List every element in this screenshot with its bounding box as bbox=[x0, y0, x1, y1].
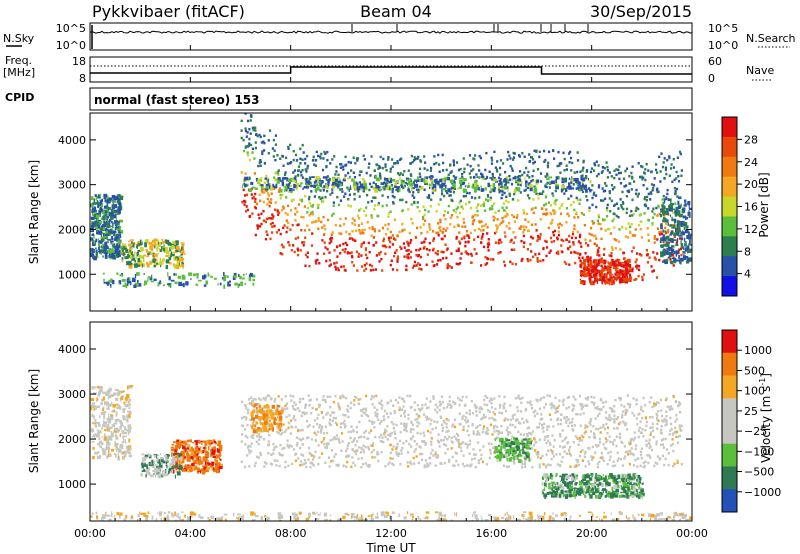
cpid-text: normal (fast stereo) 153 bbox=[94, 93, 260, 107]
station-title: Pykkvibaer (fitACF) bbox=[92, 2, 245, 21]
cpid-label: CPID bbox=[5, 91, 34, 104]
velocity-colorbar-tick: 100 bbox=[744, 385, 765, 398]
velocity-colorbar-label-end: ] bbox=[759, 373, 773, 378]
x-tick-label: 20:00 bbox=[576, 527, 608, 540]
power-colorbar: 28 24 20 16 12 8 4 bbox=[721, 116, 758, 297]
x-tick-label: 12:00 bbox=[375, 527, 407, 540]
velocity-colorbar-tick: 500 bbox=[744, 364, 765, 377]
freq-unit: [MHz] bbox=[3, 66, 35, 79]
power-colorbar-label: Power [dB] bbox=[757, 172, 771, 237]
velocity-axes: 1000 2000 3000 4000 bbox=[58, 343, 692, 491]
velocity-ytick: 1000 bbox=[58, 478, 86, 491]
power-colorbar-tick: 20 bbox=[744, 178, 758, 191]
power-colorbar-tick: 12 bbox=[744, 223, 758, 236]
freq-ytick-bottom: 8 bbox=[79, 72, 86, 85]
velocity-colorbar-label: Velocity [m s-1] bbox=[758, 373, 773, 463]
power-ytick: 4000 bbox=[58, 134, 86, 147]
velocity-colorbar-tick: −1000 bbox=[744, 486, 781, 499]
nsearch-label: N.Search bbox=[746, 32, 796, 45]
x-tick-label: 16:00 bbox=[475, 527, 507, 540]
power-heatmap bbox=[90, 113, 692, 289]
freq-ytick-top: 18 bbox=[72, 55, 86, 68]
velocity-colorbar-tick: 1000 bbox=[744, 344, 772, 357]
freq-label: Freq. bbox=[5, 54, 32, 67]
velocity-colorbar: 1000 500 100 25 −25 −100 −500 −1000 bbox=[721, 329, 781, 513]
nsky-label: N.Sky bbox=[3, 32, 35, 45]
power-axes: 1000 2000 3000 4000 bbox=[58, 134, 692, 281]
nave-ytick-top: 60 bbox=[708, 55, 722, 68]
nsearch-ytick-top: 10^5 bbox=[708, 22, 738, 35]
power-ytick: 2000 bbox=[58, 223, 86, 236]
velocity-ylabel: Slant Range [km] bbox=[27, 369, 41, 473]
x-tick-label: 00:00 bbox=[74, 527, 106, 540]
velocity-colorbar-label-main: Velocity [m s bbox=[759, 386, 773, 463]
nave-ytick-bottom: 0 bbox=[708, 72, 715, 85]
nave-label: Nave bbox=[746, 64, 774, 77]
velocity-ytick: 3000 bbox=[58, 388, 86, 401]
power-colorbar-tick: 24 bbox=[744, 156, 758, 169]
velocity-colorbar-tick: −100 bbox=[744, 445, 774, 458]
power-ytick: 3000 bbox=[58, 179, 86, 192]
beam-title: Beam 04 bbox=[360, 2, 432, 21]
x-tick-label: 08:00 bbox=[275, 527, 307, 540]
velocity-ytick: 2000 bbox=[58, 433, 86, 446]
velocity-colorbar-tick: 25 bbox=[744, 405, 758, 418]
velocity-colorbar-label-sup: -1 bbox=[758, 378, 767, 386]
date-title: 30/Sep/2015 bbox=[590, 2, 692, 21]
velocity-colorbar-tick: −500 bbox=[744, 466, 774, 479]
nsky-ytick-top: 10^5 bbox=[56, 22, 86, 35]
x-tick-label: 04:00 bbox=[174, 527, 206, 540]
velocity-colorbar-tick: −25 bbox=[744, 425, 767, 438]
velocity-heatmap bbox=[90, 385, 692, 521]
nsky-ytick-bottom: 10^0 bbox=[56, 39, 86, 52]
power-colorbar-tick: 4 bbox=[744, 268, 751, 281]
time-axis: 00:00 04:00 08:00 12:00 16:00 20:00 00:00 bbox=[74, 45, 708, 540]
power-ylabel: Slant Range [km] bbox=[27, 160, 41, 264]
velocity-ytick: 4000 bbox=[58, 343, 86, 356]
x-axis-label: Time UT bbox=[365, 541, 416, 554]
power-ytick: 1000 bbox=[58, 268, 86, 281]
x-tick-label: 00:00 bbox=[676, 527, 708, 540]
freq-trace bbox=[90, 65, 692, 75]
nsearch-ytick-bottom: 10^0 bbox=[708, 39, 738, 52]
power-colorbar-tick: 16 bbox=[744, 201, 758, 214]
power-colorbar-tick: 28 bbox=[744, 133, 758, 146]
power-colorbar-tick: 8 bbox=[744, 245, 751, 258]
nsky-trace bbox=[89, 24, 693, 49]
